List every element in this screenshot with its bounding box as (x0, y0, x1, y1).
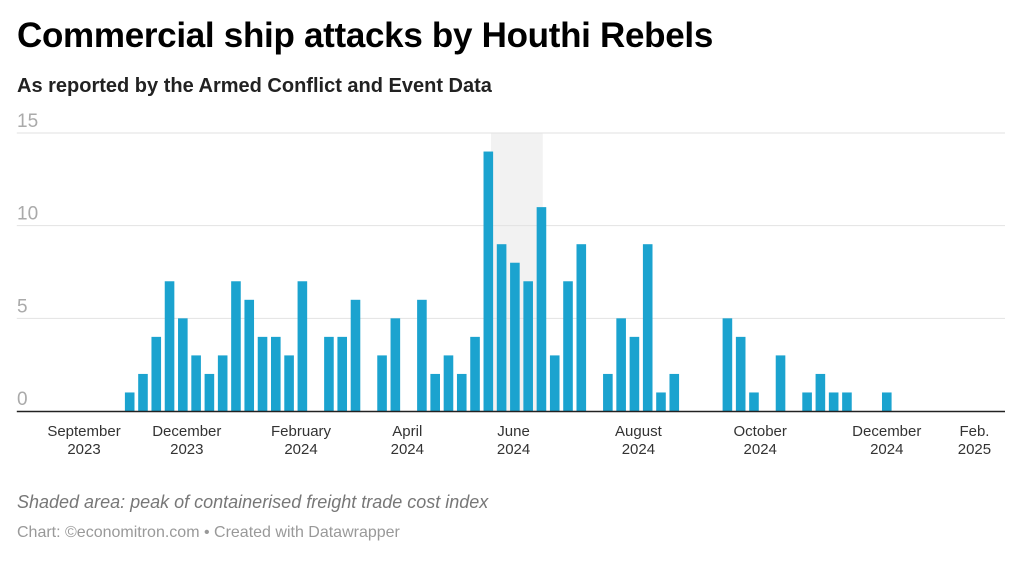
bar (297, 281, 308, 411)
bar (377, 355, 387, 411)
x-tick-label-year: 2024 (284, 441, 317, 458)
bar (881, 392, 892, 411)
x-tick-label-year: 2024 (391, 441, 424, 458)
bar (337, 336, 348, 411)
bar (510, 262, 520, 411)
bar (642, 244, 653, 411)
bar (456, 373, 467, 411)
x-tick-label-month: June (497, 423, 530, 440)
bar (496, 244, 507, 411)
bar (138, 373, 148, 411)
x-tick-label-year: 2024 (870, 441, 903, 458)
bar (523, 281, 533, 411)
bar (191, 355, 201, 411)
bar (483, 151, 494, 412)
bar (722, 318, 733, 411)
y-tick-label: 15 (17, 111, 38, 132)
bar (656, 392, 666, 411)
bar (603, 373, 613, 411)
bar (815, 373, 826, 411)
x-tick-label-month: September (47, 423, 120, 440)
bar (735, 336, 746, 411)
x-tick-label-month: December (852, 423, 921, 440)
bar (443, 355, 454, 411)
x-tick-label-year: 2024 (744, 441, 777, 458)
bar (629, 336, 640, 411)
x-tick-label-year: 2024 (622, 441, 655, 458)
bar (204, 373, 215, 411)
x-tick-label-month: December (152, 423, 221, 440)
bar (324, 336, 334, 411)
bar (430, 373, 440, 411)
chart-subtitle: As reported by the Armed Conflict and Ev… (17, 75, 492, 97)
x-tick-label-month: April (392, 423, 422, 440)
bar (576, 244, 587, 411)
x-tick-label-year: 2024 (497, 441, 530, 458)
bar (669, 373, 680, 411)
bar (244, 299, 255, 411)
chart-title: Commercial ship attacks by Houthi Rebels (17, 16, 713, 55)
x-tick-label-year: 2025 (958, 441, 991, 458)
y-tick-label: 0 (17, 389, 28, 410)
bar (151, 336, 162, 411)
shaded-area-note: Shaded area: peak of containerised freig… (17, 492, 489, 512)
y-tick-label: 10 (17, 204, 38, 225)
bar (616, 318, 626, 411)
bar (749, 392, 759, 411)
y-tick-label: 5 (17, 296, 28, 317)
bar (842, 392, 852, 411)
x-tick-label-year: 2023 (67, 441, 100, 458)
bar (470, 336, 480, 411)
bar (231, 281, 241, 411)
bar (417, 299, 427, 411)
bar (802, 392, 812, 411)
bar (775, 355, 786, 411)
x-tick-label-month: Feb. (959, 423, 989, 440)
bar (124, 392, 135, 411)
x-tick-label-month: February (271, 423, 332, 440)
bar (164, 281, 175, 411)
bar (390, 318, 401, 411)
bar (217, 355, 228, 411)
bar (828, 392, 839, 411)
x-tick-label-year: 2023 (170, 441, 203, 458)
bar (178, 318, 188, 411)
chart-footer: Chart: ©economitron.com • Created with D… (17, 524, 400, 541)
bar (350, 299, 361, 411)
bar (536, 207, 547, 411)
x-tick-label-month: August (615, 423, 663, 440)
bar (549, 355, 560, 411)
bar (257, 336, 268, 411)
bar (284, 355, 294, 411)
x-tick-label-month: October (734, 423, 787, 440)
bar (563, 281, 573, 411)
bar (271, 336, 281, 411)
